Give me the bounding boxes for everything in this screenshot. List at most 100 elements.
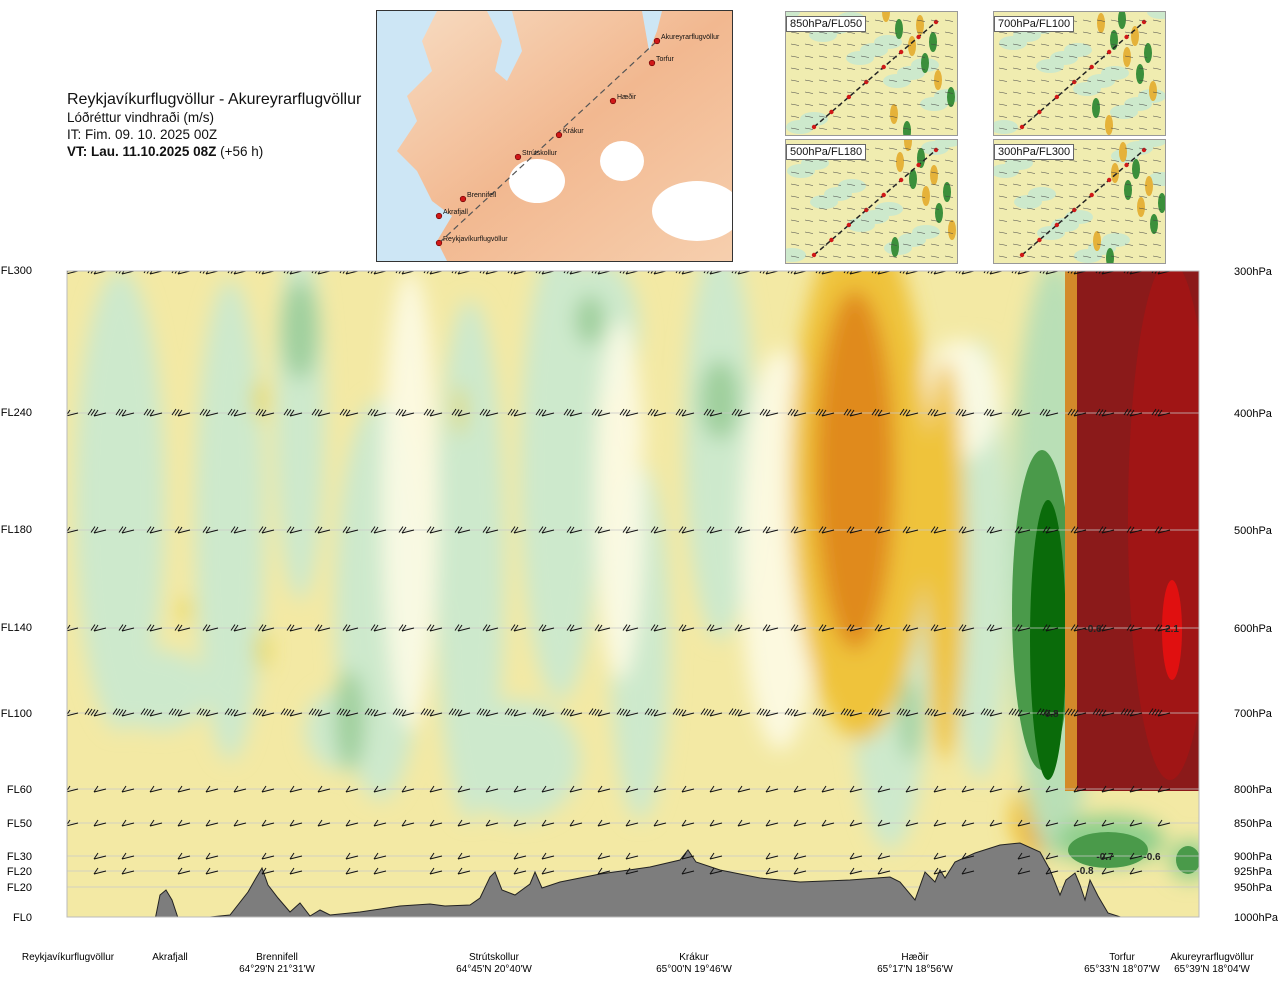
y-tick-left: FL60 xyxy=(7,784,32,796)
mini-barb xyxy=(804,115,814,118)
mini-barb xyxy=(790,31,800,34)
wind-barb xyxy=(342,624,359,632)
waypoint-label: Krákur xyxy=(563,128,584,135)
value-label: -0.6 xyxy=(1143,852,1161,863)
field-core xyxy=(1176,846,1199,874)
mini-barb xyxy=(1096,103,1106,106)
mini-barb xyxy=(888,43,898,46)
mini-barb xyxy=(846,31,856,34)
mini-barb xyxy=(930,31,940,34)
mini-barb xyxy=(874,115,884,118)
mini-barb xyxy=(1026,55,1036,58)
mini-barb xyxy=(804,243,814,246)
mini-barb xyxy=(916,115,926,118)
mini-barb xyxy=(846,231,856,234)
mini-waypoint xyxy=(1089,192,1094,198)
mini-barb xyxy=(832,43,842,46)
mini-barb xyxy=(1138,55,1148,58)
wind-barb xyxy=(1129,867,1143,875)
y-tick-left: FL100 xyxy=(1,708,32,720)
field-contour xyxy=(110,650,210,730)
mini-barb xyxy=(1054,31,1064,34)
mini-barb xyxy=(1012,159,1022,162)
mini-barb xyxy=(1026,67,1036,70)
value-label: -0.7 xyxy=(1096,852,1114,863)
mini-barb xyxy=(804,43,814,46)
mini-barb xyxy=(1026,103,1036,106)
mini-barb xyxy=(1054,171,1064,174)
field-core xyxy=(1162,580,1182,680)
y-tick-right: 850hPa xyxy=(1234,818,1273,830)
wind-barb xyxy=(196,708,219,717)
wind-barb xyxy=(821,785,835,793)
mini-barb xyxy=(804,55,814,58)
wind-barb xyxy=(289,785,303,793)
mini-barb xyxy=(1040,127,1050,130)
mini-waypoint xyxy=(881,64,886,70)
mini-barb xyxy=(916,243,926,246)
wind-barb xyxy=(961,852,975,860)
mini-barb xyxy=(804,91,814,94)
mini-barb xyxy=(818,43,828,46)
mini-waypoint xyxy=(898,177,904,183)
mini-barb xyxy=(888,159,898,162)
mini-barb xyxy=(1124,255,1134,258)
mini-barb xyxy=(930,231,940,234)
wind-barb xyxy=(261,785,275,793)
mini-barb xyxy=(1012,207,1022,210)
x-station-name: Hæðir xyxy=(901,951,929,963)
waypoint-marker xyxy=(648,59,656,67)
wind-barb xyxy=(672,708,695,717)
mini-barb xyxy=(1138,31,1148,34)
y-tick-left: FL140 xyxy=(1,622,32,634)
wind-barb xyxy=(38,853,50,859)
mini-barb xyxy=(846,207,856,210)
field-contour xyxy=(815,290,895,650)
mini-contour xyxy=(1119,142,1127,162)
wind-barb xyxy=(958,526,975,534)
mini-barb xyxy=(930,67,940,70)
mini-barb xyxy=(1082,147,1092,150)
wind-barb xyxy=(143,408,163,417)
mini-barb xyxy=(916,19,926,22)
value-label: -0.6 xyxy=(1084,624,1102,635)
y-tick-left: FL300 xyxy=(1,265,32,277)
mini-barb xyxy=(860,207,870,210)
mini-barb xyxy=(1054,207,1064,210)
wind-barb xyxy=(457,867,471,875)
mini-barb xyxy=(1054,183,1064,186)
wind-barb xyxy=(261,852,275,860)
mini-barb xyxy=(888,147,898,150)
y-tick-left: FL0 xyxy=(13,912,32,924)
x-axis-stations: Reykjavíkurflugvöllur Akrafjall Brennifell… xyxy=(22,951,1254,975)
mini-barb xyxy=(1026,231,1036,234)
waypoint-label: Akureyrarflugvöllur xyxy=(661,34,720,41)
mini-barb xyxy=(874,67,884,70)
mini-contour xyxy=(1136,64,1144,84)
mini-barb xyxy=(818,255,828,258)
mini-barb xyxy=(888,243,898,246)
mini-contour xyxy=(930,165,938,185)
mini-barb xyxy=(818,67,828,70)
mini-barb xyxy=(888,207,898,210)
wind-barbs xyxy=(38,271,1171,875)
glacier-shape xyxy=(600,141,644,181)
plot-frame xyxy=(66,270,1200,918)
wind-barb xyxy=(793,819,807,827)
wind-barb xyxy=(67,785,79,793)
wind-barb xyxy=(731,408,751,417)
mini-barb xyxy=(1068,79,1078,82)
mini-barb xyxy=(1124,91,1134,94)
wind-barb xyxy=(1154,624,1171,632)
wind-barb xyxy=(591,408,611,417)
mini-barb xyxy=(1082,19,1092,22)
y-tick-right: 300hPa xyxy=(1234,266,1273,278)
mini-barb xyxy=(1152,207,1162,210)
wind-barb xyxy=(681,852,695,860)
mini-barb xyxy=(1054,127,1064,130)
mini-barb xyxy=(832,159,842,162)
mini-barb xyxy=(1110,55,1120,58)
field-core xyxy=(1128,271,1199,780)
mini-barb xyxy=(1152,91,1162,94)
mini-barb xyxy=(1068,67,1078,70)
